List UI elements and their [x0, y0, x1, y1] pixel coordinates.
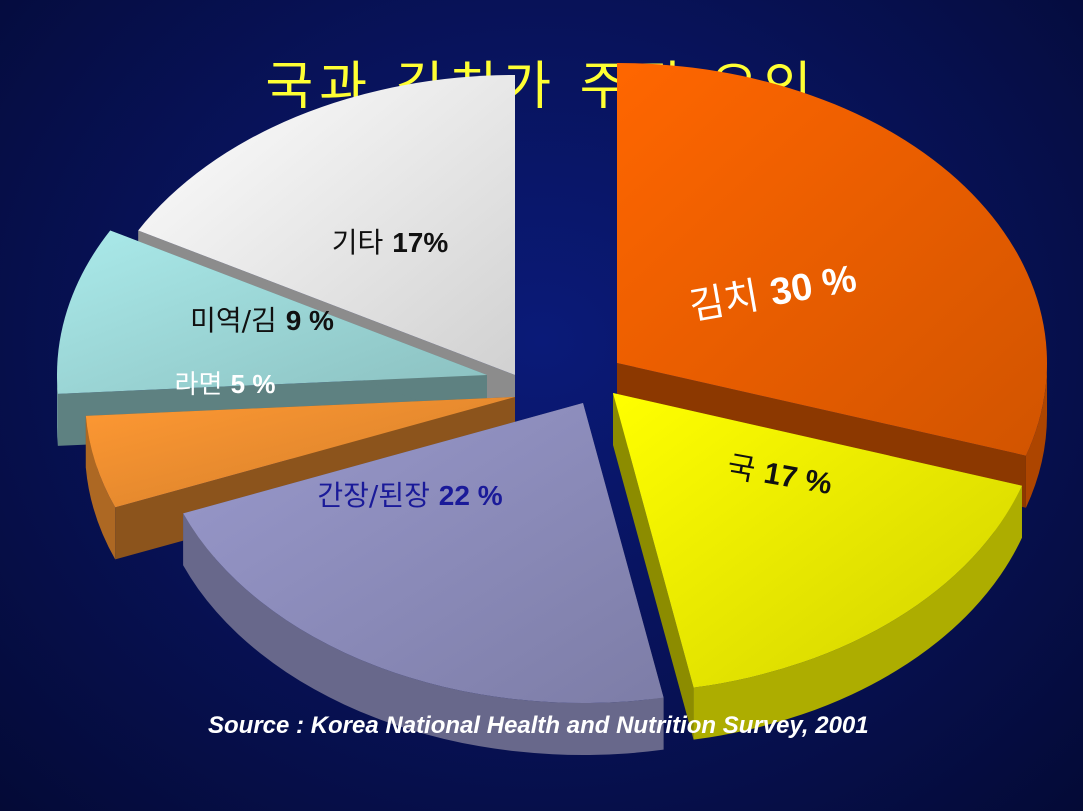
slice-label-5: 기타 17%: [332, 226, 449, 259]
slice-value-5: 17%: [392, 227, 448, 258]
slice-value-3: 5 %: [231, 369, 276, 399]
slice-name-4: 미역/김: [190, 304, 286, 337]
slice-label-3: 라면 5 %: [175, 369, 276, 400]
source-note: Source : Korea National Health and Nutri…: [208, 712, 869, 739]
slice-name-5: 기타: [332, 226, 392, 259]
slice-name-2: 간장/된장: [317, 479, 438, 512]
slice-value-4: 9 %: [286, 305, 334, 336]
slice-name-3: 라면: [175, 370, 231, 400]
pie-slice-2: [183, 403, 664, 755]
slice-label-2: 간장/된장 22 %: [317, 479, 502, 512]
slice-value-2: 22 %: [439, 480, 503, 511]
slice-label-4: 미역/김 9 %: [190, 304, 334, 337]
slice-name-1: 국: [725, 449, 768, 490]
pie-slice-1: [613, 393, 1022, 740]
